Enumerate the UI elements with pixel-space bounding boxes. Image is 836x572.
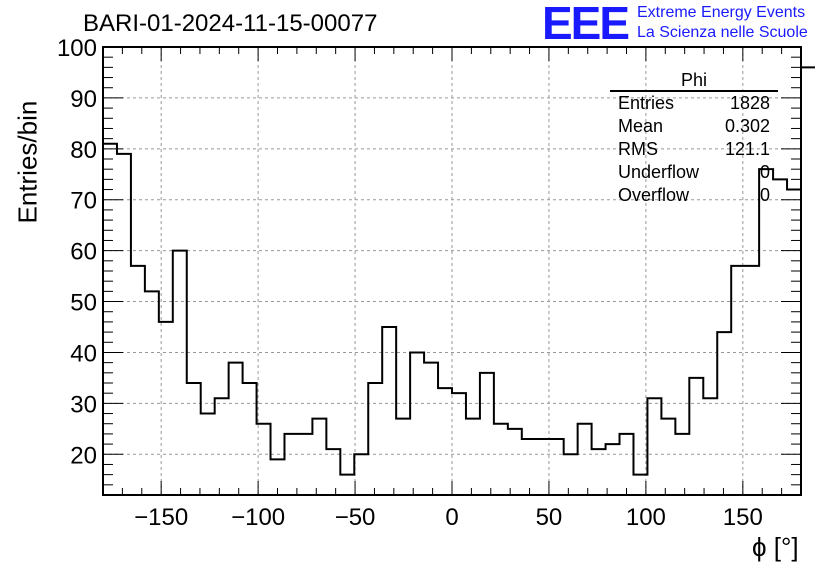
y-tick-label: 30 [70, 391, 97, 418]
stats-value: 0 [759, 185, 770, 205]
stats-title: Phi [610, 70, 778, 92]
x-tick-label: 100 [626, 504, 666, 531]
y-tick-label: 70 [70, 188, 97, 215]
y-tick-label: 40 [70, 340, 97, 367]
stats-box: Phi Entries 1828 Mean 0.302 RMS 121.1 Under… [610, 70, 778, 207]
axis-ticks [103, 46, 801, 495]
stats-row: Overflow 0 [610, 184, 778, 207]
y-axis-label: Entries/bin [12, 100, 43, 224]
eee-logo: EEE [542, 0, 630, 49]
stats-row: Mean 0.302 [610, 115, 778, 138]
y-tick-label: 60 [70, 239, 97, 266]
stats-label: RMS [618, 139, 658, 159]
stats-row: Underflow 0 [610, 161, 778, 184]
stats-label: Underflow [618, 162, 700, 182]
x-tick-label: −50 [335, 504, 376, 531]
y-axis-label-wrap: Entries/bin [6, 101, 46, 224]
stats-row: Entries 1828 [610, 92, 778, 115]
stats-value: 0.302 [724, 116, 770, 136]
logo-line-1: Extreme Energy Events [637, 4, 806, 21]
chart-title: BARI-01-2024-11-15-00077 [83, 10, 378, 37]
x-tick-label: −150 [134, 504, 188, 531]
stats-row: RMS 121.1 [610, 138, 778, 161]
x-axis-label: ϕ [°] [752, 532, 799, 562]
stats-label: Overflow [618, 185, 690, 205]
stats-label: Mean [618, 116, 664, 136]
x-tick-label: 0 [445, 504, 458, 531]
plot-frame [102, 46, 802, 496]
stats-value: 121.1 [724, 139, 770, 159]
histogram-step-line [103, 66, 815, 476]
y-tick-label: 80 [70, 137, 97, 164]
stats-value: 1828 [729, 93, 770, 113]
grid-lines [103, 47, 801, 495]
logo-line-2: La Scienza nelle Scuole [637, 24, 808, 41]
x-tick-label: 50 [536, 504, 563, 531]
y-tick-label: 20 [70, 442, 97, 469]
stats-value: 0 [759, 162, 770, 182]
tick-labels: −150 −100 −50 0 50 100 150 20 30 40 50 60 70 80 90 100 [57, 35, 763, 531]
x-tick-label: 150 [723, 504, 763, 531]
stats-label: Entries [618, 93, 675, 113]
y-tick-label: 50 [70, 290, 97, 317]
x-tick-label: −100 [231, 504, 285, 531]
y-tick-label: 100 [57, 35, 97, 62]
y-tick-label: 90 [70, 86, 97, 113]
